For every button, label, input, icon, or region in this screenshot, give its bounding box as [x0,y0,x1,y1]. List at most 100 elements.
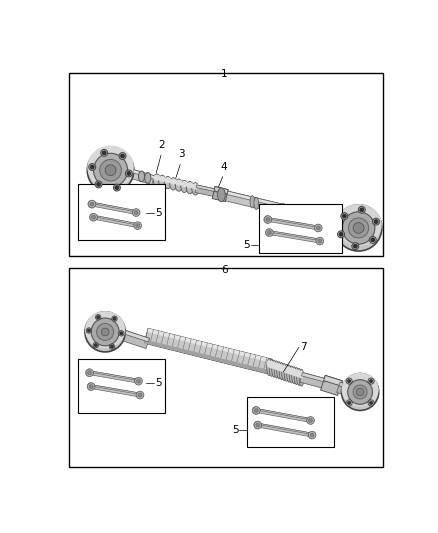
Bar [78,359,165,413]
Ellipse shape [297,370,301,378]
Ellipse shape [113,317,116,320]
Ellipse shape [299,371,304,378]
Ellipse shape [316,226,320,230]
Ellipse shape [88,371,92,375]
Ellipse shape [159,176,166,182]
Polygon shape [269,231,320,240]
Polygon shape [144,340,269,374]
Polygon shape [339,382,350,389]
Ellipse shape [292,368,297,376]
Ellipse shape [101,328,109,336]
Ellipse shape [338,231,345,238]
Ellipse shape [373,218,379,225]
Ellipse shape [267,360,272,368]
Ellipse shape [281,203,286,216]
Ellipse shape [137,379,141,383]
Polygon shape [338,227,346,233]
Polygon shape [331,214,347,223]
Ellipse shape [250,196,255,208]
Polygon shape [324,375,343,386]
Bar [69,73,382,256]
Ellipse shape [353,223,364,233]
Text: 3: 3 [178,149,184,159]
Ellipse shape [94,344,97,346]
Ellipse shape [86,369,93,377]
Ellipse shape [134,211,138,214]
Ellipse shape [101,149,108,156]
Text: 1: 1 [221,69,228,78]
Ellipse shape [285,205,290,217]
Ellipse shape [348,379,372,405]
Ellipse shape [274,362,279,370]
Ellipse shape [85,311,125,348]
Ellipse shape [289,367,294,375]
Polygon shape [131,169,155,184]
Ellipse shape [269,359,274,376]
Polygon shape [94,215,138,225]
Polygon shape [91,385,140,397]
Ellipse shape [254,421,261,429]
Ellipse shape [342,212,375,244]
Ellipse shape [87,146,134,189]
Ellipse shape [294,368,299,384]
Polygon shape [125,330,149,342]
Ellipse shape [87,147,134,193]
Polygon shape [268,217,318,228]
Ellipse shape [316,237,324,245]
Bar [258,204,342,253]
Polygon shape [144,328,272,374]
Ellipse shape [348,401,351,405]
Polygon shape [93,215,138,228]
Ellipse shape [159,175,166,188]
Ellipse shape [89,164,96,171]
Polygon shape [258,423,312,437]
Ellipse shape [279,364,284,372]
Ellipse shape [264,216,272,223]
Ellipse shape [252,407,260,414]
Ellipse shape [138,171,145,182]
Text: 6: 6 [221,265,228,275]
Ellipse shape [89,385,93,389]
Ellipse shape [336,205,382,251]
Ellipse shape [192,183,199,190]
Ellipse shape [110,344,115,349]
Ellipse shape [181,181,188,187]
Ellipse shape [358,206,365,213]
Ellipse shape [289,366,294,383]
Ellipse shape [308,418,312,422]
Ellipse shape [192,183,199,195]
Ellipse shape [90,165,94,169]
Text: 7: 7 [300,342,306,352]
Ellipse shape [119,152,126,159]
Ellipse shape [153,175,160,181]
Ellipse shape [282,364,286,381]
Ellipse shape [346,378,352,384]
Ellipse shape [95,314,101,320]
Ellipse shape [272,360,276,377]
Polygon shape [214,187,228,194]
Polygon shape [92,202,137,214]
Ellipse shape [308,431,316,439]
Ellipse shape [90,213,97,221]
Ellipse shape [279,362,284,379]
Ellipse shape [90,202,94,206]
Polygon shape [89,371,139,383]
Polygon shape [226,191,304,213]
Ellipse shape [299,369,304,386]
Polygon shape [256,409,311,422]
Polygon shape [302,373,326,382]
Polygon shape [335,222,346,233]
Ellipse shape [368,378,374,384]
Ellipse shape [272,362,276,369]
Polygon shape [269,231,320,243]
Ellipse shape [310,433,314,437]
Ellipse shape [314,224,322,232]
Polygon shape [300,373,326,389]
Ellipse shape [85,312,125,352]
Ellipse shape [268,231,272,235]
Polygon shape [268,217,318,230]
Text: 5: 5 [232,425,238,435]
Ellipse shape [164,177,171,183]
Polygon shape [195,185,218,197]
Polygon shape [256,409,311,420]
